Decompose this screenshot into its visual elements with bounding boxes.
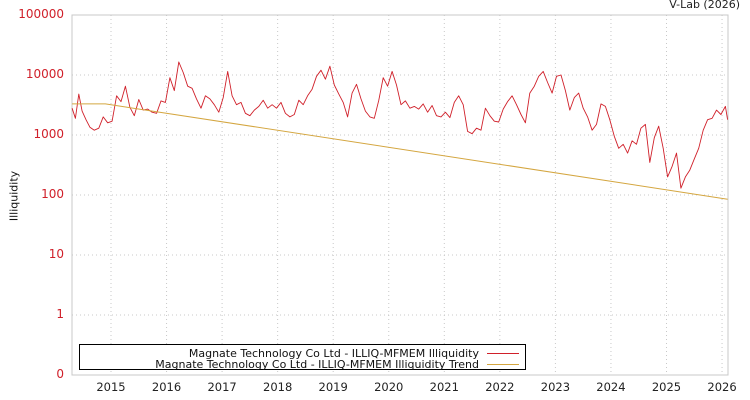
x-tick-label: 2026 (707, 380, 737, 394)
x-tick-label: 2023 (540, 380, 571, 394)
x-tick-label: 2024 (596, 380, 626, 394)
legend-item-illiquidity: Magnate Technology Co Ltd - ILLIQ-MFMEM … (189, 347, 519, 360)
x-tick-label: 2019 (318, 380, 348, 394)
x-tick-label: 2025 (651, 380, 682, 394)
y-tick-label: 100000 (18, 7, 64, 21)
x-tick-label: 2020 (374, 380, 404, 394)
y-tick-label: 10000 (25, 67, 64, 81)
y-tick-label: 1000 (33, 127, 64, 141)
x-tick-label: 2018 (263, 380, 293, 394)
credit-text: V-Lab (2026) (669, 0, 740, 11)
y-tick-label: 0 (56, 367, 64, 381)
series-lines (71, 61, 729, 200)
legend-swatch-red-line-icon (487, 353, 519, 354)
x-tick-label: 2016 (151, 380, 182, 394)
legend-swatch-gold-line-icon (487, 364, 519, 365)
legend-item-trend: Magnate Technology Co Ltd - ILLIQ-MFMEM … (155, 358, 519, 371)
x-tick-label: 2017 (207, 380, 237, 394)
legend-label: Magnate Technology Co Ltd - ILLIQ-MFMEM … (155, 358, 479, 371)
x-tick-label: 2015 (96, 380, 126, 394)
x-tick-label: 2021 (429, 380, 459, 394)
illiquidity-series-line (71, 61, 729, 189)
legend-label: Magnate Technology Co Ltd - ILLIQ-MFMEM … (188, 347, 479, 360)
x-tick-label: 2022 (485, 380, 515, 394)
grid-lines (72, 15, 728, 375)
y-tick-label: 10 (48, 247, 64, 261)
y-tick-label: 1 (56, 307, 64, 321)
illiquidity-trend-line (72, 103, 728, 200)
plot-frame (71, 14, 729, 376)
y-tick-label: 100 (41, 187, 64, 201)
legend: Magnate Technology Co Ltd - ILLIQ-MFMEM … (79, 344, 526, 371)
